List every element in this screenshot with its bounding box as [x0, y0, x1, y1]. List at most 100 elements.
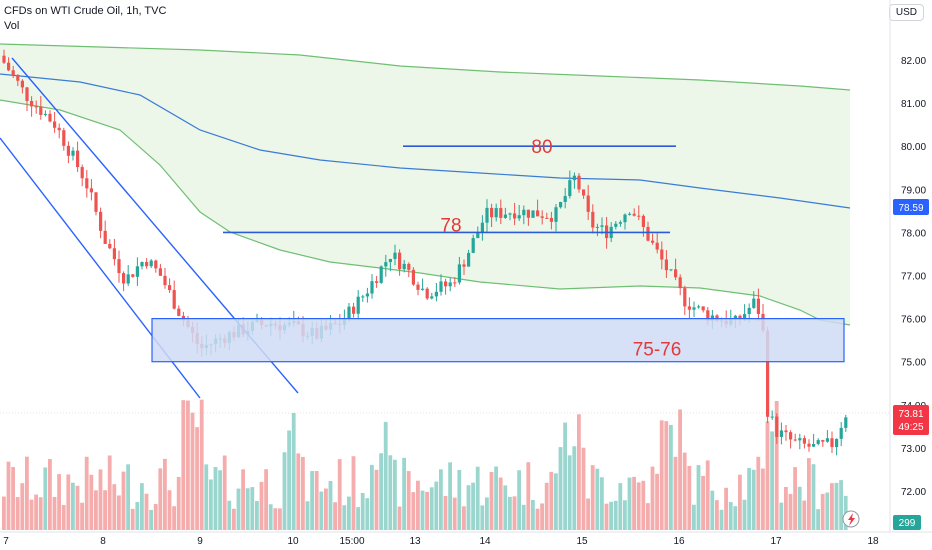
volume-bar [61, 505, 66, 530]
candle-body [398, 252, 402, 270]
volume-bar [692, 504, 696, 530]
candle-body [76, 150, 80, 168]
volume-badge-text: 299 [899, 518, 916, 529]
candle-body [94, 192, 98, 212]
volume-bar [11, 467, 15, 530]
volume-bar [728, 501, 733, 530]
volume-bar [176, 476, 181, 530]
volume-bar [429, 487, 434, 530]
volume-bar [135, 501, 140, 530]
candle-body [494, 208, 498, 218]
time-tick-label: 17 [770, 536, 782, 547]
candle-body [356, 296, 360, 314]
support-zone [151, 318, 845, 363]
candle-body [674, 269, 678, 278]
candle-body [646, 226, 650, 241]
volume-bar [719, 509, 724, 530]
currency-button[interactable]: USD [888, 4, 924, 21]
volume-bar [259, 481, 264, 530]
volume-bar [103, 490, 107, 530]
candle-body [411, 269, 415, 285]
volume-bar [535, 508, 540, 530]
volume-bar [696, 465, 701, 530]
candle-body [678, 277, 682, 289]
candle-body [80, 167, 84, 179]
volume-bar [724, 487, 728, 530]
volume-bar [669, 424, 673, 530]
candle-body [154, 260, 158, 269]
volume-bar [411, 492, 416, 530]
candle-body [789, 432, 793, 440]
candle-body [48, 113, 52, 122]
volume-bar [25, 456, 29, 530]
candle-body [379, 266, 383, 283]
volume-bar [830, 483, 834, 530]
candle-body [779, 430, 783, 437]
volume-bar [793, 467, 797, 530]
volume-bar [443, 495, 448, 530]
candle-body [522, 209, 526, 216]
candle-body [434, 291, 438, 297]
volume-bar [678, 409, 682, 530]
volume-bar [52, 497, 57, 530]
volume-bar [324, 488, 328, 530]
volume-bar [646, 503, 650, 530]
volume-bar [590, 465, 595, 530]
volume-bar [517, 470, 521, 530]
volume-bar [742, 499, 747, 530]
drawings[interactable]: 80 78 75-76 [0, 57, 845, 399]
lightning-glyph [848, 513, 855, 526]
volume-bar [167, 490, 172, 530]
volume-bar [701, 475, 705, 530]
candle-body [747, 307, 751, 315]
band-fill [0, 44, 850, 325]
middle-band-line [0, 73, 851, 209]
last-price-text: 73.81 [898, 409, 923, 420]
volume-bar [788, 493, 793, 530]
volume-bar [784, 486, 788, 530]
volume-bar [38, 497, 43, 530]
time-tick-label: 8 [100, 536, 106, 547]
volume-bar [466, 485, 471, 530]
volume-bar [291, 412, 296, 530]
candle-body [145, 262, 149, 267]
candle-body [439, 281, 443, 292]
volume-bar [738, 474, 742, 530]
volume-bar [213, 466, 218, 530]
volume-bar [416, 480, 420, 530]
volume-bar [641, 480, 646, 530]
volume-bar [195, 427, 199, 530]
volume-bar [526, 462, 531, 530]
candle-body [752, 298, 756, 308]
candle-body [825, 438, 829, 442]
volume-bar [682, 452, 687, 530]
volume-bar [802, 500, 807, 530]
candle-body [375, 281, 379, 283]
candle-body [168, 285, 172, 291]
candle-body [536, 210, 540, 217]
volume-bar [531, 499, 535, 530]
volume-bar [733, 506, 738, 530]
volume-bar [268, 504, 273, 530]
volume-bar [112, 484, 117, 530]
volume-bar [521, 504, 526, 530]
volume-bar [774, 401, 779, 530]
volume-bar [84, 456, 89, 530]
volume-bar [241, 469, 245, 530]
volume-bar [71, 482, 75, 530]
candle-body [591, 211, 595, 228]
candles [2, 49, 848, 456]
time-axis: 7 8 9 10 15:00 13 14 15 16 17 18 [0, 531, 932, 547]
candle-body [457, 264, 461, 283]
volume-bar [567, 455, 572, 530]
volume-bar [98, 469, 103, 530]
volume-bar [540, 503, 544, 530]
volume-bar [820, 493, 825, 530]
candle-body [421, 288, 425, 290]
candle-body [577, 175, 581, 190]
volume-bar [586, 498, 590, 530]
candle-body [131, 274, 135, 277]
candle-body [697, 306, 701, 308]
candle-body [402, 263, 406, 270]
